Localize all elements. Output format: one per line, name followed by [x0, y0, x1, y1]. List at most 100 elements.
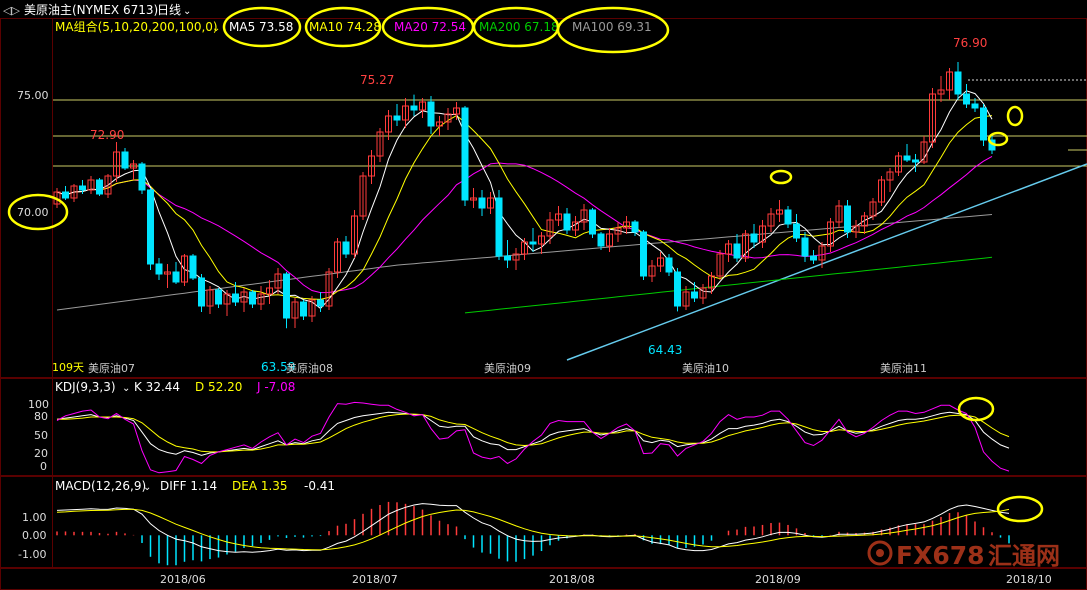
candle-body	[912, 159, 919, 163]
candle-body	[291, 301, 299, 319]
candle-body	[623, 221, 630, 229]
candle-body	[963, 93, 970, 105]
days-label: 109天	[52, 361, 84, 374]
candle-body	[980, 107, 987, 141]
candle-body	[546, 219, 554, 237]
candle-body	[453, 107, 460, 115]
macd-tick-neg1: -1.00	[18, 548, 46, 561]
ma-combo-chevron-icon[interactable]: ⌄	[212, 23, 220, 34]
candle-body	[206, 289, 214, 307]
candle-body	[538, 235, 545, 245]
kdj-tick-20: 20	[34, 447, 48, 460]
macd-label[interactable]: MACD(12,26,9)	[55, 479, 146, 493]
legend-dea: DEA 1.35	[232, 479, 288, 493]
macd-tick-0: 0.00	[22, 529, 47, 542]
back-icon[interactable]: ◁▷	[3, 4, 20, 17]
candle-body	[869, 201, 877, 217]
low-label-2: 64.43	[648, 343, 682, 357]
candles-layer	[53, 62, 996, 329]
candle-body	[512, 253, 520, 261]
x-date-2018-09: 2018/09	[755, 573, 801, 586]
candle-body	[147, 189, 154, 265]
candle-body	[682, 291, 690, 307]
ma200-line	[464, 256, 993, 314]
legend-ma5: MA5 73.58	[229, 20, 293, 34]
candle-body	[223, 293, 231, 305]
candle-body	[742, 233, 749, 259]
candle-body	[589, 209, 596, 235]
x-date-2018-08: 2018/08	[549, 573, 595, 586]
candle-body	[665, 257, 673, 273]
candle-body	[733, 243, 741, 259]
y-tick-75: 75.00	[17, 89, 49, 102]
candle-body	[317, 299, 324, 307]
candle-body	[155, 263, 163, 275]
candle-body	[104, 175, 112, 195]
chevron-down-icon[interactable]: ⌄	[183, 6, 191, 17]
kdj-tick-0: 0	[40, 460, 47, 473]
candle-body	[172, 271, 180, 283]
candle-body	[215, 289, 222, 305]
highlight-point-oct-2	[987, 131, 1009, 147]
candle-body	[181, 255, 188, 283]
candle-body	[691, 291, 698, 299]
candle-body	[810, 255, 817, 261]
candle-body	[767, 213, 775, 227]
kdj-d-line	[57, 413, 1010, 453]
watermark-cn: 汇通网	[988, 542, 1060, 570]
candle-body	[351, 215, 358, 255]
highlight-point-aug	[769, 169, 793, 185]
trend-line	[566, 163, 1087, 361]
contract-label-10: 美原油10	[682, 361, 729, 375]
low-label-1: 63.59	[261, 360, 295, 374]
candle-body	[929, 93, 936, 143]
macd-dea-line	[56, 508, 1010, 551]
y-tick-70: 70.00	[17, 206, 49, 219]
highlight-macd	[996, 495, 1044, 523]
instrument-title[interactable]: 美原油主(NYMEX 6713)	[24, 3, 158, 17]
candle-body	[393, 115, 401, 121]
grid-layer	[0, 18, 1087, 590]
macd-layer	[56, 501, 1010, 566]
macd-chevron-icon[interactable]: ⌄	[143, 482, 151, 493]
candle-body	[283, 273, 290, 319]
candle-body	[861, 215, 868, 227]
legend-ma20: MA20 72.54	[394, 20, 466, 34]
candle-body	[776, 209, 783, 215]
candle-body	[427, 101, 435, 127]
high-label-1: 72.90	[90, 128, 124, 142]
highlight-point-oct-1	[1006, 105, 1024, 127]
candle-body	[342, 241, 350, 255]
kdj-k-line	[56, 411, 1010, 456]
candle-body	[274, 273, 282, 289]
ma100-line	[56, 214, 993, 311]
candle-body	[402, 105, 409, 121]
candle-body	[793, 223, 800, 239]
highlight-ovals	[7, 6, 1044, 523]
ma-combo-label[interactable]: MA组合(5,10,20,200,100,0)	[55, 19, 218, 34]
kdj-j-line	[56, 401, 1010, 474]
candle-body	[121, 151, 129, 169]
kdj-chevron-icon[interactable]: ⌄	[122, 383, 130, 394]
kdj-label[interactable]: KDJ(9,3,3)	[55, 380, 116, 394]
candle-body	[878, 179, 885, 203]
legend-macd: -0.41	[304, 479, 335, 493]
candle-body	[750, 233, 758, 243]
candle-body	[334, 241, 341, 273]
candle-body	[164, 271, 171, 275]
candle-body	[87, 179, 95, 191]
candle-body	[504, 255, 511, 261]
legend-ma200: MA200 67.18	[479, 20, 559, 34]
candle-body	[487, 197, 494, 209]
period-selector[interactable]: 日线	[157, 3, 181, 17]
candle-body	[70, 185, 78, 199]
candle-body	[461, 107, 469, 201]
kdj-tick-100: 100	[28, 398, 49, 411]
candle-body	[79, 185, 86, 191]
candle-body	[631, 221, 639, 233]
candle-body	[708, 275, 715, 289]
candle-body	[597, 233, 605, 247]
candle-body	[555, 213, 562, 221]
legend-j: J -7.08	[256, 380, 295, 394]
